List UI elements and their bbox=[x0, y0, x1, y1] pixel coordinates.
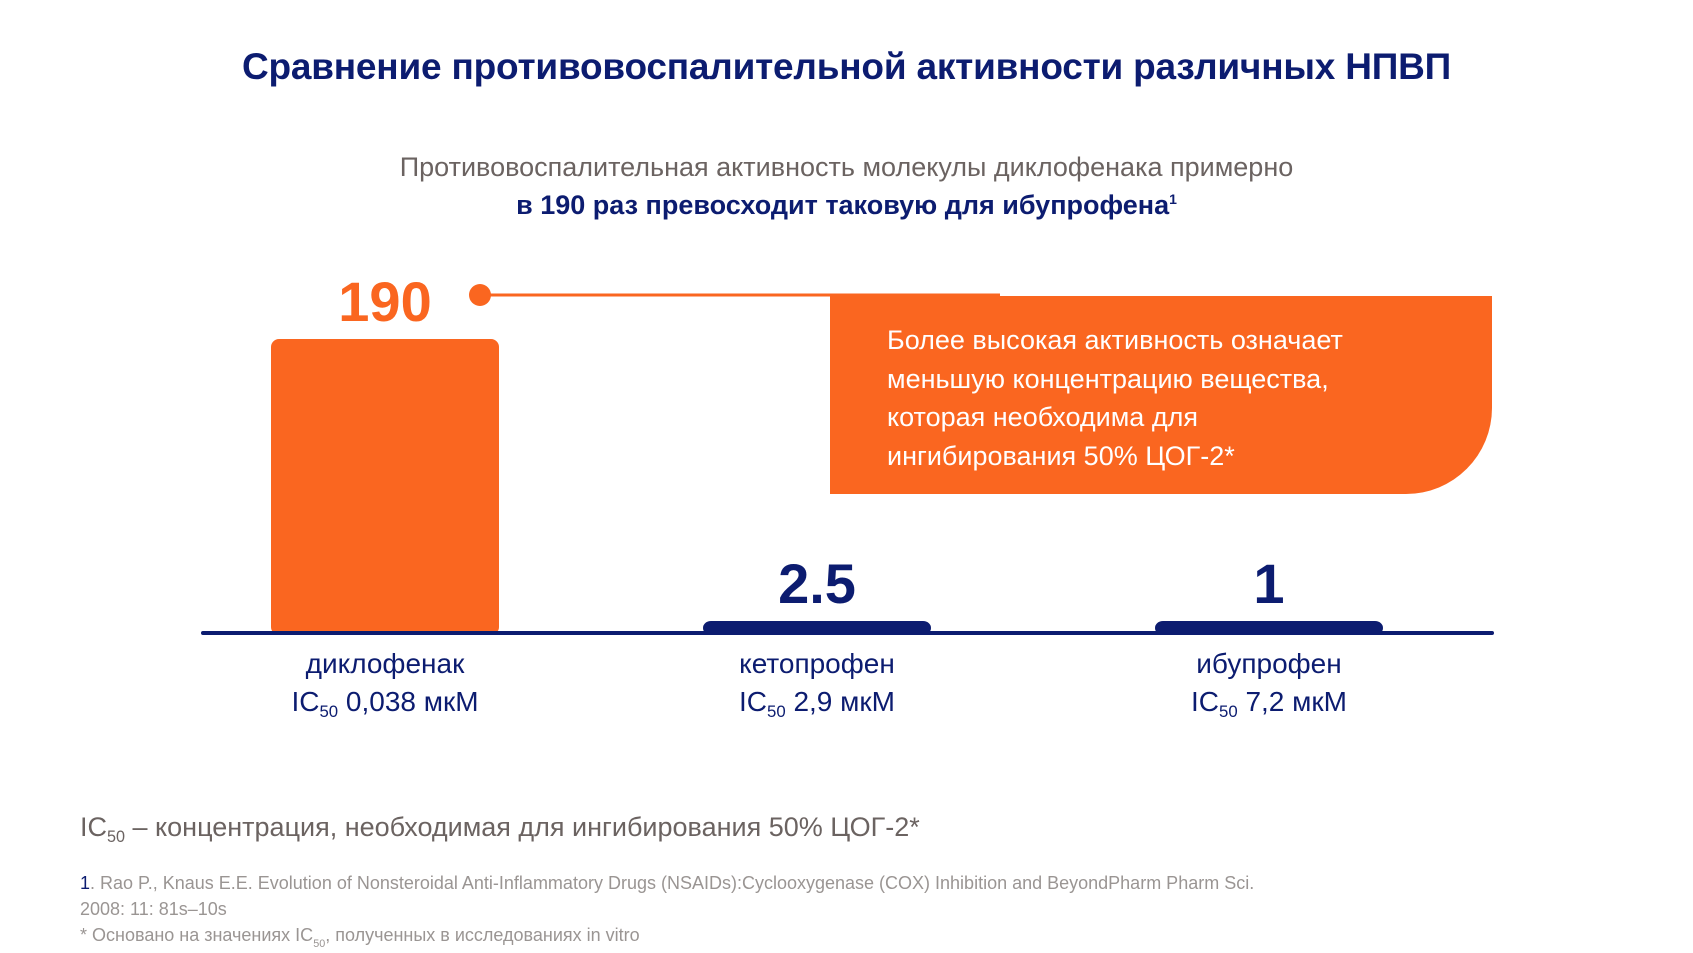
bar-value-label: 2.5 bbox=[778, 552, 856, 615]
subtitle-line-2-text: в 190 раз превосходит таковую для ибупро… bbox=[516, 190, 1170, 220]
footnotes: 1. Rao P., Knaus E.E. Evolution of Nonst… bbox=[80, 870, 1580, 950]
callout-connector-dot bbox=[469, 284, 491, 306]
category-ic50: IC50 7,2 мкМ bbox=[1191, 686, 1347, 721]
subtitle-reference-mark: 1 bbox=[1169, 191, 1177, 207]
callout-line: ингибирования 50% ЦОГ-2* bbox=[887, 440, 1235, 471]
reference-footnote-line2: 2008: 11: 81s–10s bbox=[80, 899, 227, 919]
bar-1 bbox=[271, 339, 499, 635]
category-name: кетопрофен bbox=[739, 648, 895, 679]
callout-line: которая необходима для bbox=[887, 402, 1198, 432]
category-name: ибупрофен bbox=[1196, 648, 1342, 679]
category-label-diclofenac: диклофенак IC50 0,038 мкМ bbox=[215, 645, 555, 721]
asterisk-footnote: * Основано на значениях IC50, полученных… bbox=[80, 925, 640, 950]
subtitle-line-1: Противовоспалительная активность молекул… bbox=[399, 152, 1294, 182]
ic50-definition: IC50 – концентрация, необходимая для инг… bbox=[80, 812, 920, 846]
category-name: диклофенак bbox=[305, 648, 465, 679]
bar-value-label: 190 bbox=[338, 270, 431, 333]
page-title: Сравнение противовоспалительной активнос… bbox=[241, 46, 1452, 87]
chart-subtitle: Противовоспалительная активность молекул… bbox=[0, 148, 1693, 224]
bar-value-label: 1 bbox=[1253, 552, 1284, 615]
reference-footnote: 1. Rao P., Knaus E.E. Evolution of Nonst… bbox=[80, 873, 1255, 893]
category-ic50: IC50 0,038 мкМ bbox=[291, 686, 479, 721]
callout-box: Более высокая активность означает меньшу… bbox=[830, 296, 1492, 494]
callout-line: Более высокая активность означает bbox=[887, 325, 1343, 355]
subtitle-line-2: в 190 раз превосходит таковую для ибупро… bbox=[0, 186, 1693, 224]
category-ic50: IC50 2,9 мкМ bbox=[739, 686, 895, 721]
category-label-ketoprofen: кетопрофен IC50 2,9 мкМ bbox=[647, 645, 987, 721]
category-label-ibuprofen: ибупрофен IC50 7,2 мкМ bbox=[1099, 645, 1439, 721]
callout-line: меньшую концентрацию вещества, bbox=[887, 363, 1329, 394]
